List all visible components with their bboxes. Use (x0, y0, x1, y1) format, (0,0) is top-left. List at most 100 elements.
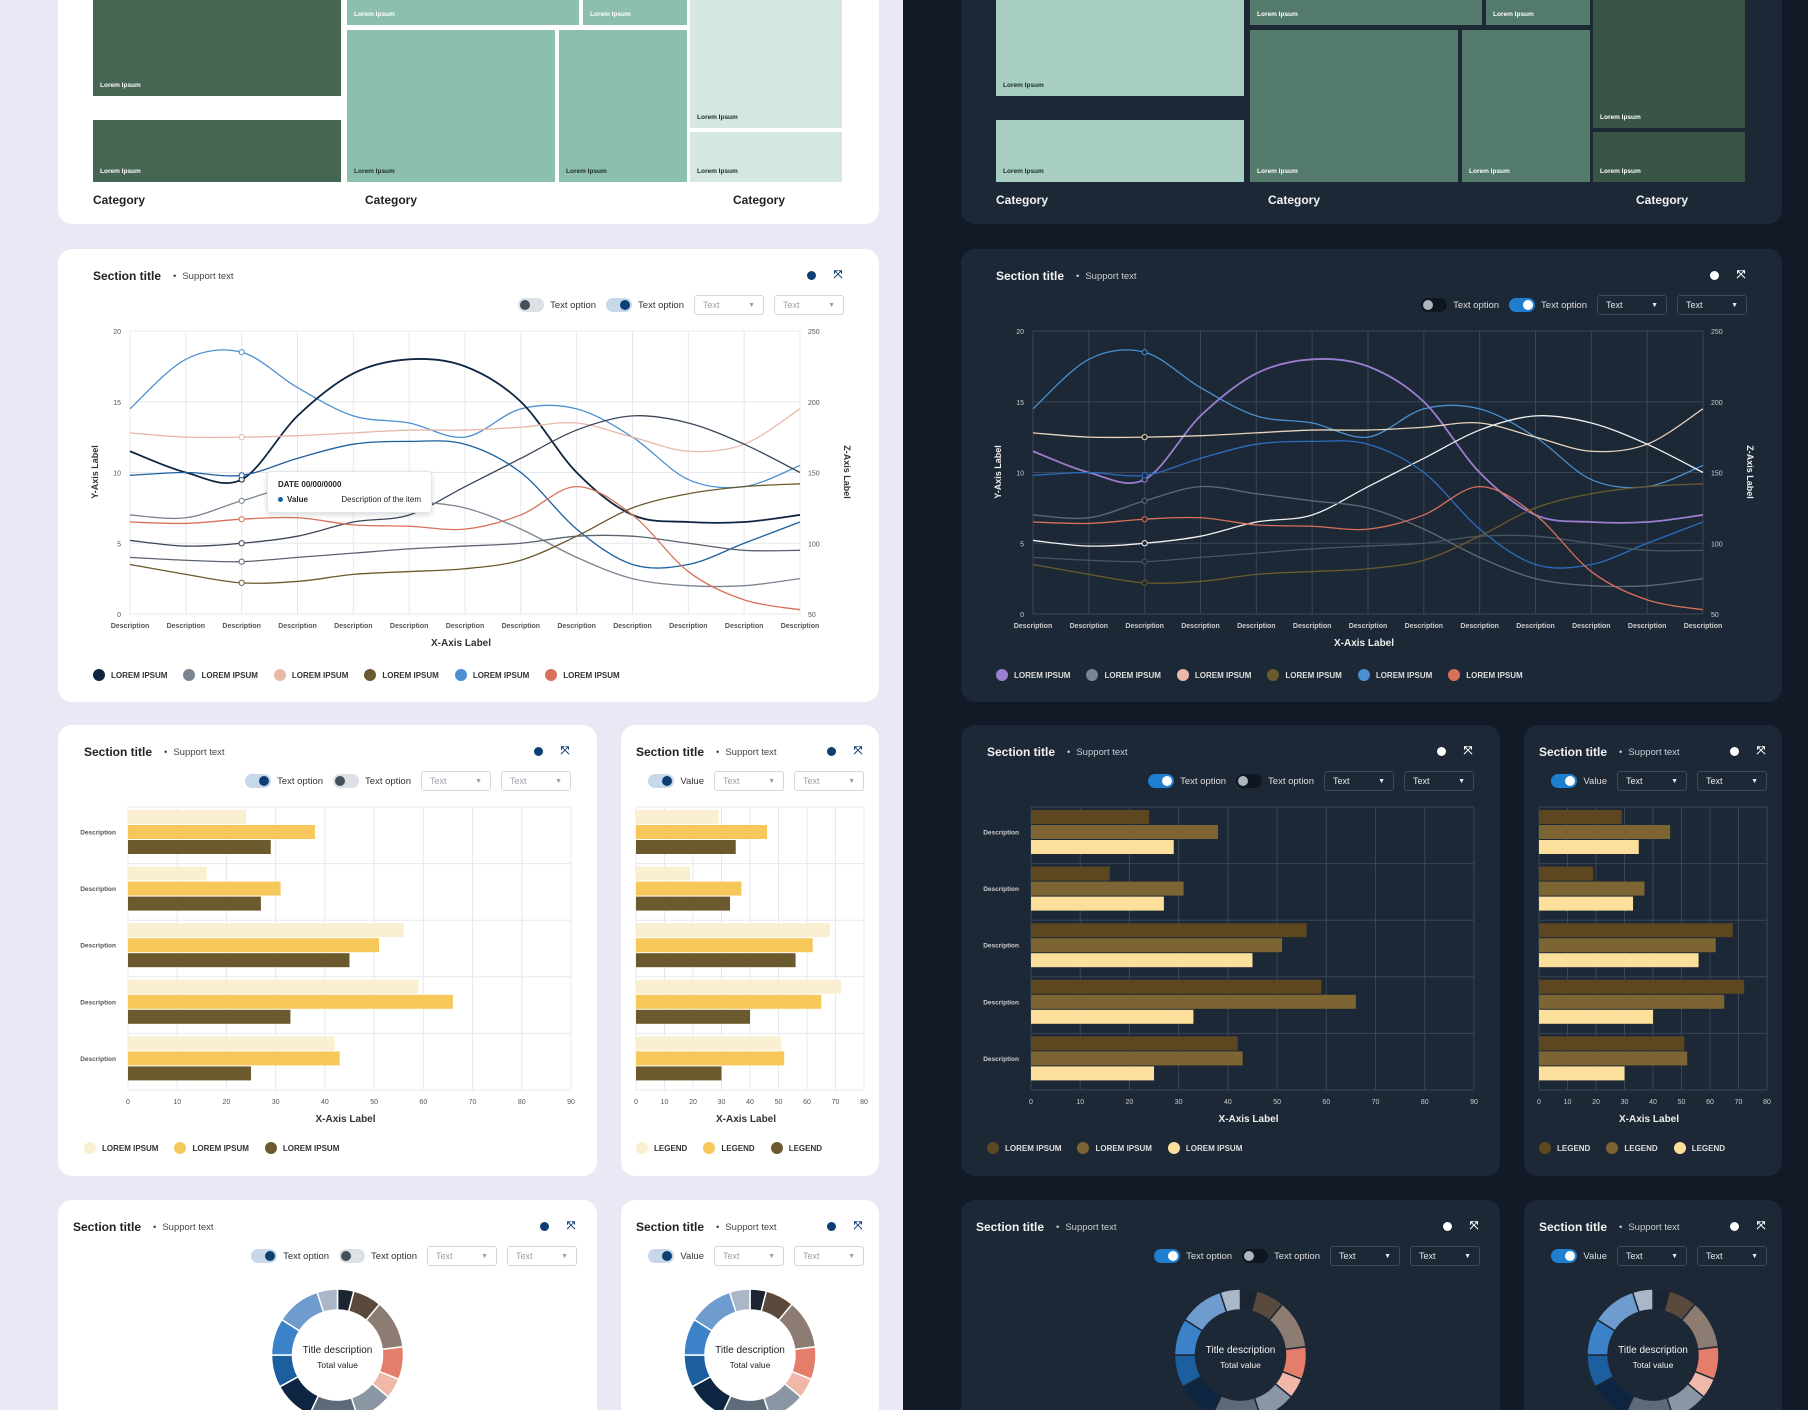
treemap-tile[interactable]: Lorem Ipsum (996, 120, 1244, 182)
toggle-switch[interactable] (1154, 1249, 1181, 1263)
bar[interactable] (1539, 979, 1745, 994)
legend-item[interactable]: LEGEND (1673, 1142, 1725, 1154)
bar[interactable] (636, 825, 768, 839)
select-dropdown-2[interactable]: Text ▼ (1697, 1246, 1767, 1266)
bar[interactable] (636, 1066, 722, 1081)
treemap-tile[interactable]: Lorem Ipsum (583, 0, 687, 25)
select-dropdown-1[interactable]: Text ▼ (714, 771, 784, 791)
donut-slice[interactable] (1631, 1288, 1654, 1314)
toggle-switch[interactable] (245, 774, 272, 788)
data-point[interactable] (238, 497, 245, 504)
toggle-switch[interactable] (339, 1249, 366, 1263)
status-dot-icon[interactable] (807, 271, 816, 280)
status-dot-icon[interactable] (534, 747, 543, 756)
status-dot-icon[interactable] (1710, 271, 1719, 280)
status-dot-icon[interactable] (1730, 1222, 1739, 1231)
bar[interactable] (128, 923, 404, 938)
bar[interactable] (1031, 953, 1253, 968)
bar[interactable] (128, 825, 316, 839)
bar[interactable] (1539, 1009, 1653, 1024)
select-dropdown-2[interactable]: Text ▼ (1677, 295, 1747, 315)
legend-item[interactable]: LOREM IPSUM (1086, 669, 1161, 681)
select-dropdown-1[interactable]: Text ▼ (1617, 1246, 1687, 1266)
bar[interactable] (1031, 994, 1356, 1009)
bar[interactable] (1031, 1051, 1243, 1066)
bar[interactable] (636, 840, 736, 854)
treemap-tile[interactable]: Lorem Ipsum (996, 0, 1244, 96)
legend-item[interactable]: LOREM IPSUM (93, 669, 167, 681)
data-point[interactable] (238, 434, 245, 441)
select-dropdown-1[interactable]: Text ▼ (1324, 771, 1394, 791)
treemap-tile[interactable]: Lorem Ipsum (1486, 0, 1590, 25)
bar[interactable] (1031, 810, 1150, 824)
bar[interactable] (636, 923, 830, 938)
toggle-switch[interactable] (251, 1249, 278, 1263)
bar[interactable] (128, 810, 247, 824)
toggle-option-2[interactable]: Text option (1236, 774, 1314, 788)
toggle-option-2[interactable]: Text option (1242, 1249, 1320, 1263)
status-dot-icon[interactable] (540, 1222, 549, 1231)
treemap-tile[interactable]: Lorem Ipsum (1250, 30, 1458, 182)
bar[interactable] (1031, 840, 1174, 854)
status-dot-icon[interactable] (1443, 1222, 1452, 1231)
toggle-option-1[interactable]: Value (648, 774, 704, 788)
bar[interactable] (1539, 938, 1716, 953)
select-dropdown-1[interactable]: Text ▼ (694, 295, 764, 315)
toggle-switch[interactable] (648, 1249, 675, 1263)
toggle-switch[interactable] (1421, 298, 1448, 312)
data-point[interactable] (1141, 516, 1148, 523)
legend-item[interactable]: LOREM IPSUM (1077, 1142, 1152, 1154)
bar[interactable] (1539, 923, 1733, 938)
toggle-switch[interactable] (1551, 774, 1578, 788)
bar[interactable] (636, 881, 742, 896)
legend-item[interactable]: LEGEND (770, 1142, 822, 1154)
legend-item[interactable]: LOREM IPSUM (545, 669, 620, 681)
bar[interactable] (636, 938, 813, 953)
select-dropdown-1[interactable]: Text ▼ (427, 1246, 497, 1266)
legend-item[interactable]: LEGEND (703, 1142, 755, 1154)
bar[interactable] (636, 994, 822, 1009)
toggle-option-1[interactable]: Text option (518, 298, 596, 312)
bar[interactable] (636, 896, 731, 911)
bar[interactable] (636, 979, 842, 994)
donut-slice[interactable] (728, 1288, 751, 1314)
treemap-tile[interactable]: Lorem Ipsum (1593, 132, 1745, 182)
expand-icon[interactable]: ⤧ (560, 745, 570, 757)
legend-item[interactable]: LOREM IPSUM (1357, 669, 1432, 681)
bar[interactable] (128, 938, 380, 953)
toggle-switch[interactable] (606, 298, 633, 312)
status-dot-icon[interactable] (827, 1222, 836, 1231)
toggle-option-1[interactable]: Text option (251, 1249, 329, 1263)
data-point[interactable] (238, 579, 245, 586)
legend-item[interactable]: LOREM IPSUM (273, 669, 348, 681)
legend-item[interactable]: LOREM IPSUM (183, 669, 258, 681)
select-dropdown-2[interactable]: Text ▼ (1697, 771, 1767, 791)
data-point[interactable] (1141, 558, 1148, 565)
expand-icon[interactable]: ⤧ (833, 269, 843, 281)
toggle-option-1[interactable]: Text option (1421, 298, 1499, 312)
bar[interactable] (1539, 1066, 1625, 1081)
data-point[interactable] (238, 516, 245, 523)
bar[interactable] (636, 866, 691, 881)
bar[interactable] (1031, 881, 1184, 896)
bar[interactable] (636, 1051, 785, 1066)
bar[interactable] (128, 881, 281, 896)
expand-icon[interactable]: ⤧ (1469, 1220, 1479, 1232)
legend-item[interactable]: LOREM IPSUM (1176, 669, 1251, 681)
toggle-switch[interactable] (1551, 1249, 1578, 1263)
bar[interactable] (1031, 979, 1322, 994)
treemap-tile[interactable]: Lorem Ipsum (1250, 0, 1482, 25)
bar[interactable] (128, 979, 419, 994)
select-dropdown-2[interactable]: Text ▼ (507, 1246, 577, 1266)
select-dropdown-2[interactable]: Text ▼ (794, 1246, 864, 1266)
data-point[interactable] (238, 472, 245, 479)
toggle-option-1[interactable]: Text option (1148, 774, 1226, 788)
legend-item[interactable]: LOREM IPSUM (264, 1142, 339, 1154)
expand-icon[interactable]: ⤧ (853, 1220, 863, 1232)
toggle-option-1[interactable]: Value (648, 1249, 704, 1263)
select-dropdown-2[interactable]: Text ▼ (794, 771, 864, 791)
toggle-switch[interactable] (1242, 1249, 1269, 1263)
bar[interactable] (636, 810, 719, 824)
toggle-option-2[interactable]: Text option (606, 298, 684, 312)
data-point[interactable] (1141, 434, 1148, 441)
